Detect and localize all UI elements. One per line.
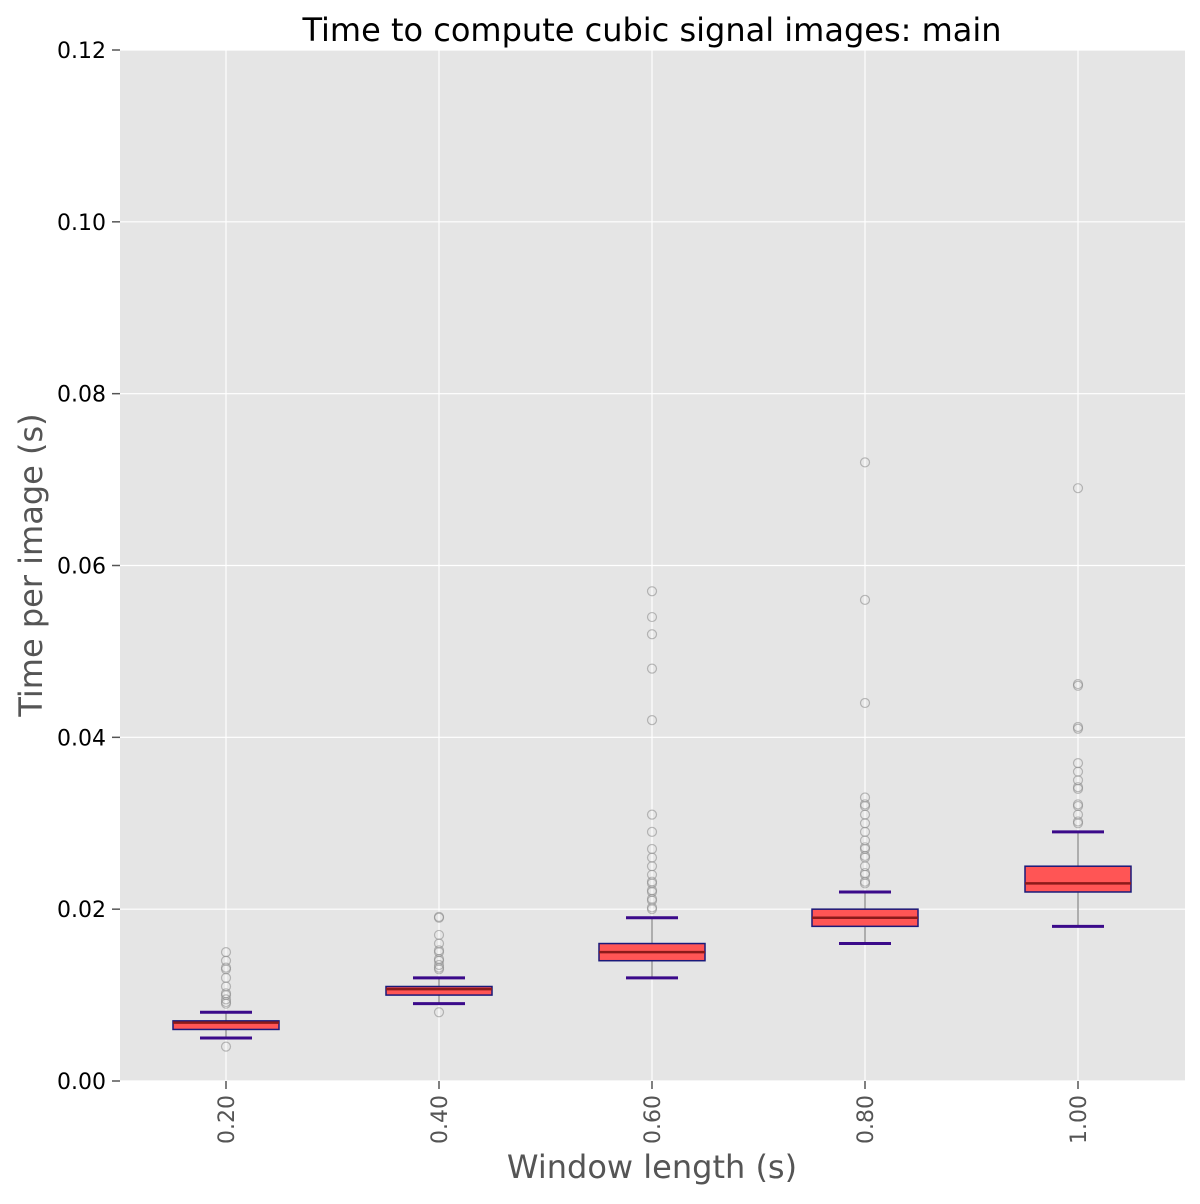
outlier-point: [220, 1041, 232, 1052]
box-iqr: [172, 1020, 280, 1031]
y-axis: 0.00 0.02 0.04 0.06 0.08 0.10 0.12: [57, 39, 120, 1095]
outlier-point: [1072, 758, 1084, 769]
outlier-point: [1072, 483, 1084, 494]
outlier-point: [859, 792, 871, 803]
outlier-point: [859, 697, 871, 709]
outlier-point: [646, 715, 658, 726]
y-tick-label: 0.06: [57, 555, 106, 580]
box-group: [811, 457, 919, 946]
y-tick-label: 0.08: [57, 383, 106, 408]
y-tick-label: 0.04: [57, 726, 106, 751]
outlier-point: [220, 994, 232, 1005]
outlier-point: [433, 911, 445, 922]
outlier-point: [859, 457, 871, 468]
x-tick-label: 0.80: [854, 1095, 879, 1144]
outlier-point: [646, 663, 658, 674]
outlier-point: [646, 826, 658, 837]
box-iqr: [385, 985, 493, 996]
x-tick-label: 1.00: [1067, 1095, 1092, 1144]
outlier-point: [433, 945, 445, 956]
y-axis-label: Time per image (s): [12, 413, 50, 717]
boxes: [172, 457, 1132, 1052]
box-group: [598, 586, 706, 980]
outlier-point: [220, 962, 232, 973]
outlier-point: [859, 799, 871, 810]
x-tick-label: 0.40: [428, 1095, 453, 1144]
x-axis: 0.20 0.40 0.60 0.80 1.00: [215, 1081, 1092, 1144]
x-tick-label: 0.20: [215, 1095, 240, 1144]
outlier-point: [859, 594, 871, 605]
box-iqr: [1024, 865, 1132, 893]
outlier-point: [1072, 799, 1084, 810]
outlier-point: [646, 629, 658, 640]
y-tick-label: 0.00: [57, 1070, 106, 1095]
outlier-point: [646, 809, 658, 820]
outlier-point: [433, 959, 445, 971]
outlier-point: [220, 988, 232, 999]
outlier-point: [646, 586, 658, 597]
box-group: [1024, 483, 1132, 928]
outlier-point: [859, 842, 871, 853]
y-tick-label: 0.10: [57, 211, 106, 236]
outlier-point: [646, 611, 658, 623]
x-tick-label: 0.60: [641, 1095, 666, 1144]
outlier-point: [1072, 782, 1084, 793]
box-group: [172, 947, 280, 1052]
x-axis-label: Window length (s): [507, 1148, 797, 1186]
y-tick-label: 0.12: [57, 39, 106, 64]
chart-title: Time to compute cubic signal images: mai…: [301, 11, 1001, 49]
outlier-point: [1072, 721, 1084, 733]
outlier-point: [859, 867, 871, 879]
outlier-point: [220, 947, 232, 958]
outlier-point: [646, 876, 658, 887]
outlier-point: [433, 929, 445, 941]
outlier-point: [433, 1007, 445, 1018]
y-tick-label: 0.02: [57, 898, 106, 923]
outlier-point: [1072, 816, 1084, 827]
outlier-point: [1072, 678, 1084, 690]
outlier-point: [646, 843, 658, 855]
box-group: [385, 911, 493, 1018]
